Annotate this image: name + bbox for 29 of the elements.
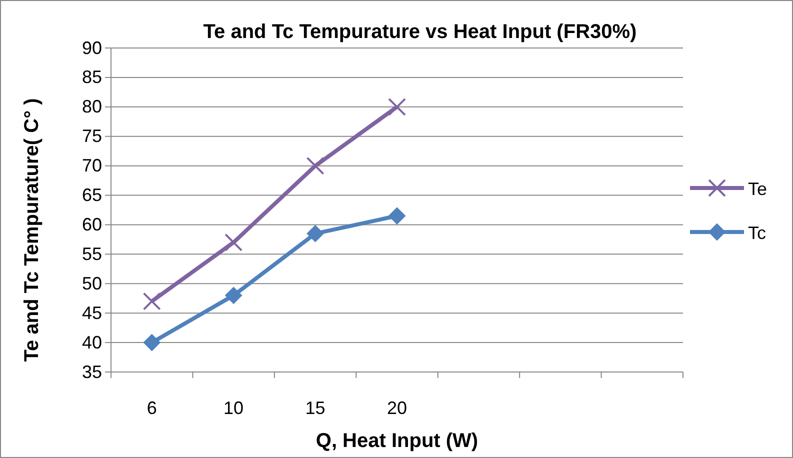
point [388,207,406,224]
legend-label: Te [748,179,768,199]
point [142,292,161,310]
point [306,156,324,175]
y-tick-label: 50 [82,273,102,294]
y-tick-label: 90 [82,38,102,58]
y-tick-label: 75 [82,126,102,146]
y-tick-label: 40 [82,332,102,352]
x-tick-label: 10 [224,398,244,418]
x-tick-label: 6 [146,398,157,418]
y-tick-label: 60 [82,214,102,234]
point [224,233,243,252]
y-tick-label: 35 [82,362,102,382]
y-tick-label: 70 [82,156,102,176]
y-tick-label: 45 [82,302,102,323]
x-axis-title: Q, Heat Input (W) [316,430,478,452]
point [306,225,324,242]
y-tick-label: 65 [82,185,102,206]
y-tick-label: 80 [82,96,102,117]
y-tick-label: 55 [82,244,102,264]
chart-title: Te and Tc Tempurature vs Heat Input (FR30%) [203,21,637,43]
x-tick-label: 15 [305,398,326,418]
x-tick-label: 20 [386,398,408,418]
legend-label: Tc [748,223,766,243]
y-tick-label: 85 [82,67,102,88]
point [143,334,160,352]
point [388,98,406,116]
point [225,286,242,304]
y-axis-title: Te and Tc Tempurature( C° ) [21,98,43,362]
